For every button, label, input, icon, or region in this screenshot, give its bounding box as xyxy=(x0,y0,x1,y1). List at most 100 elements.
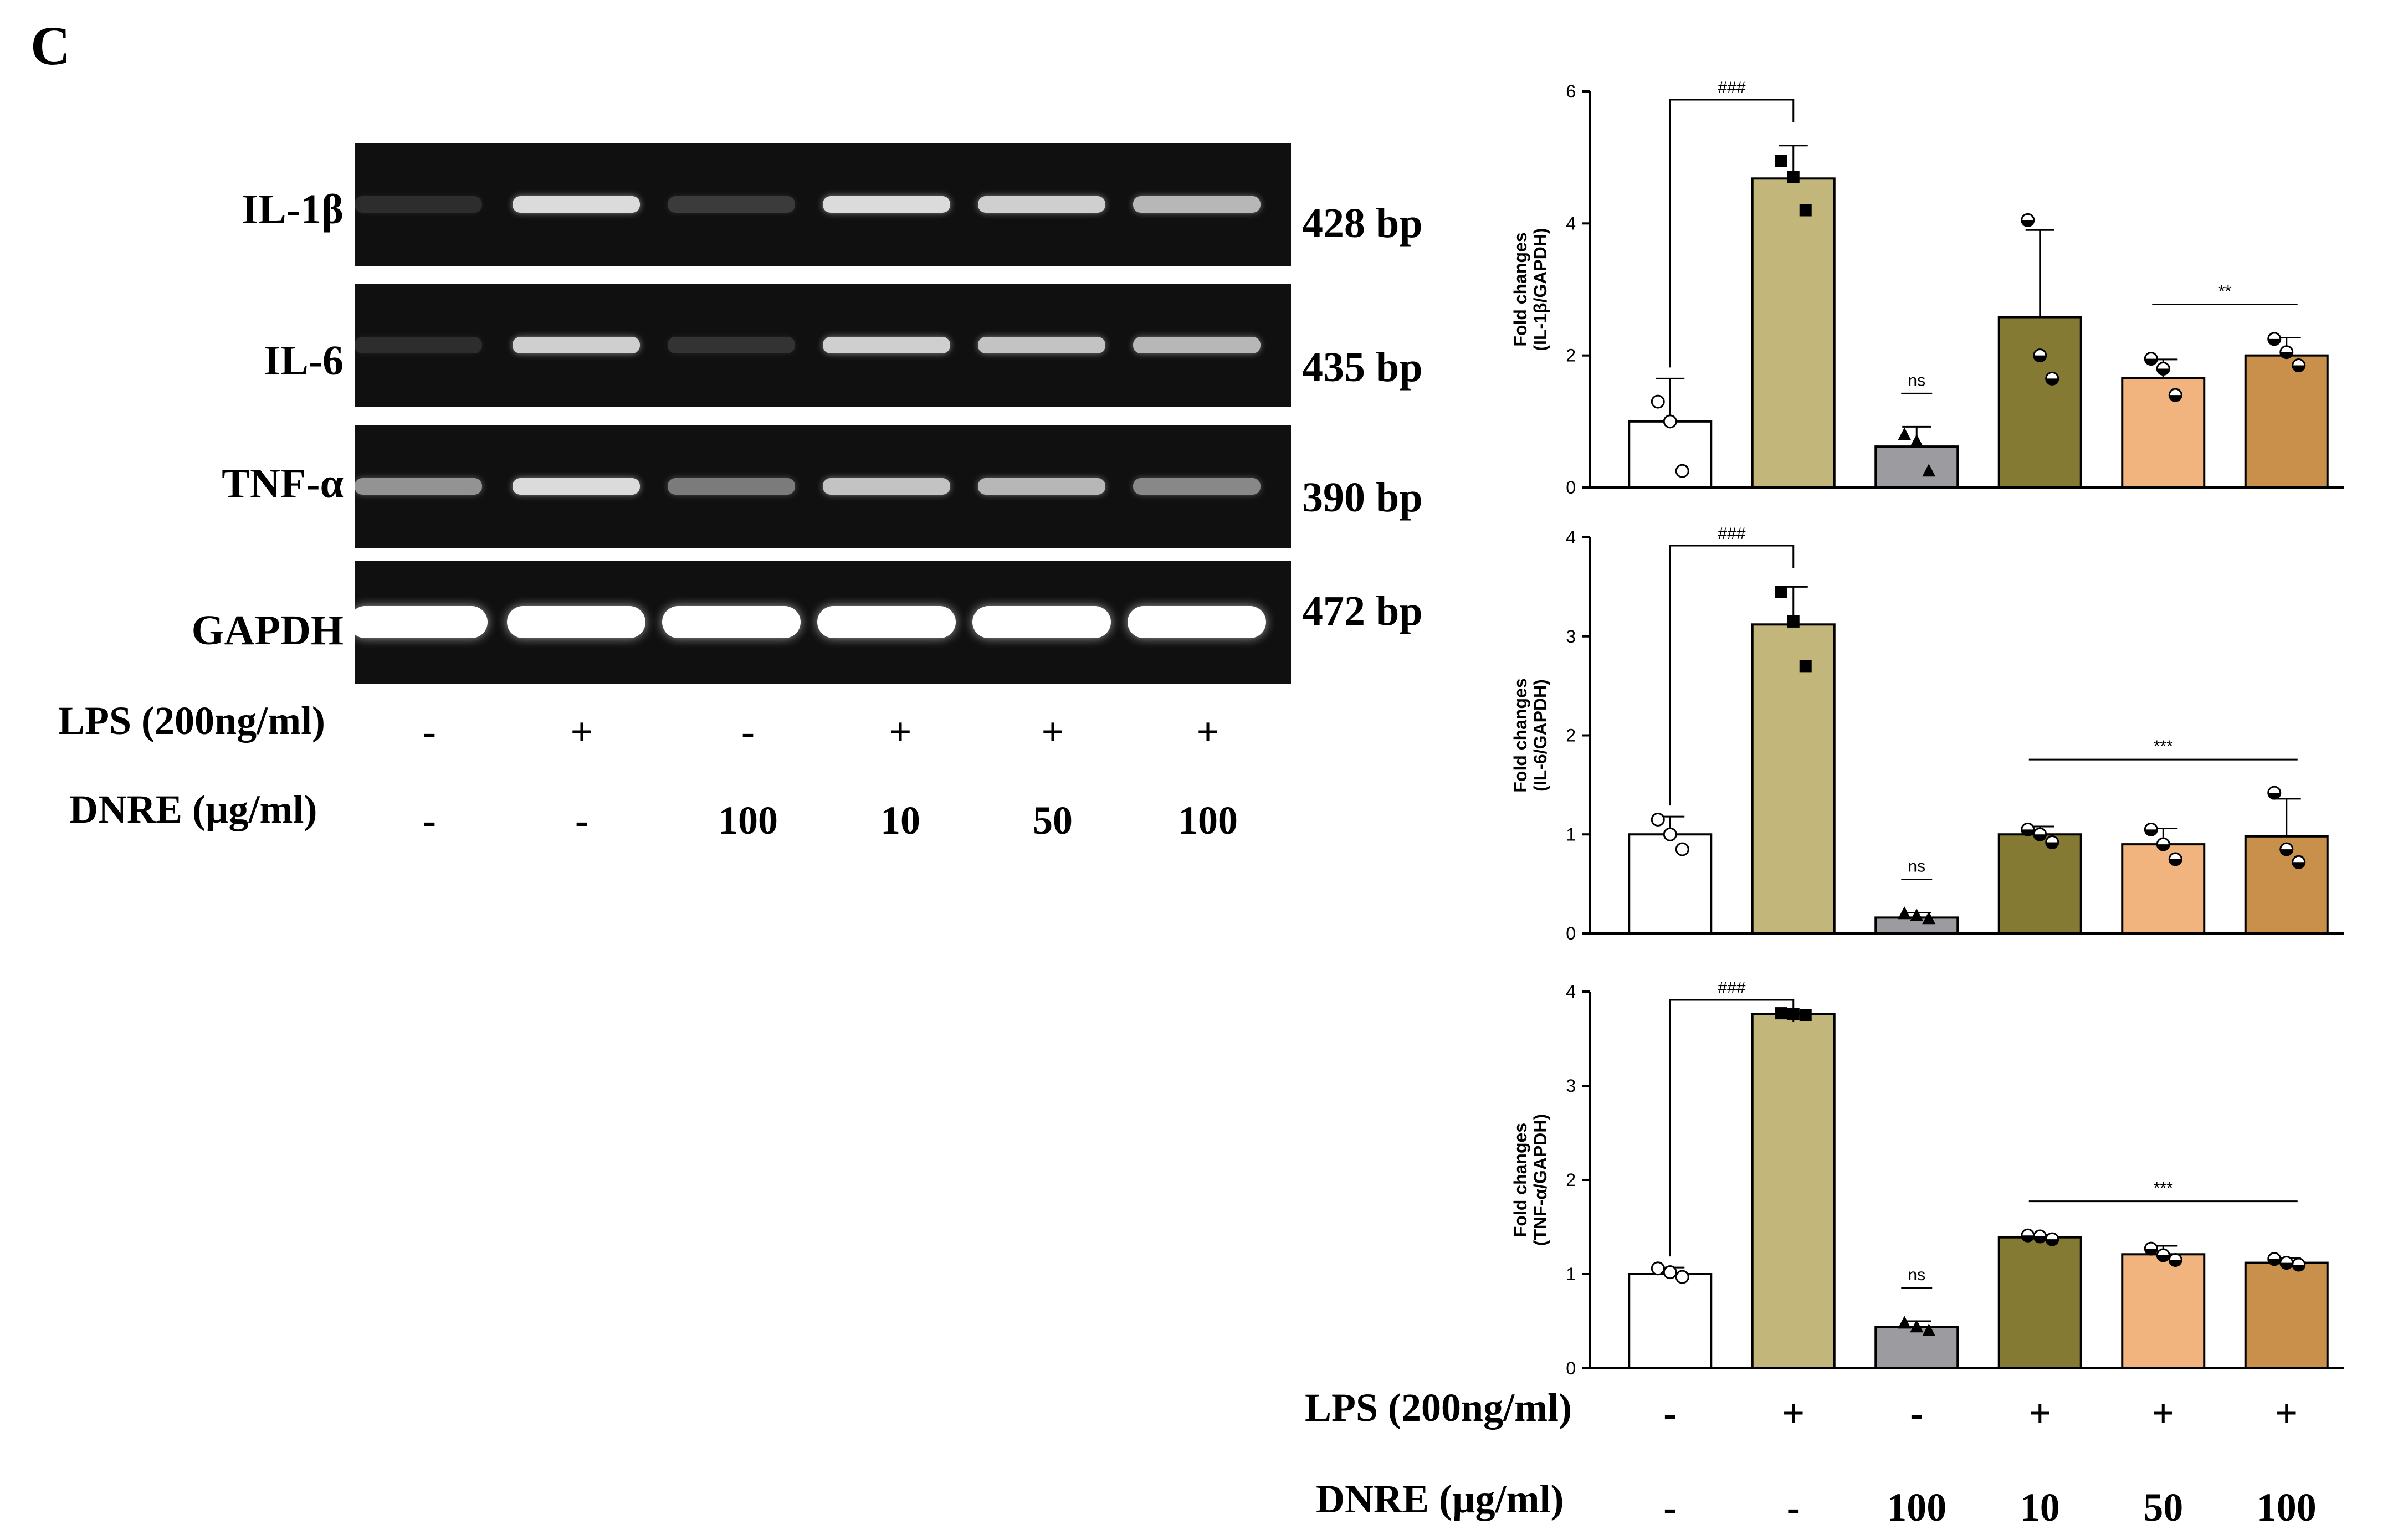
bar xyxy=(2121,1253,2206,1370)
gel-band xyxy=(1133,196,1261,213)
y-tick-label: 6 xyxy=(1566,81,1576,101)
gel-band xyxy=(507,606,645,638)
gel-lps-value: - xyxy=(423,710,436,754)
significance-bracket xyxy=(1669,545,1795,806)
gel-dnre-value: - xyxy=(575,798,588,843)
gel-band xyxy=(823,196,950,213)
chart-dnre-label: DNRE (µg/ml) xyxy=(1316,1477,1564,1521)
data-point-fill xyxy=(2157,368,2170,375)
y-tick-label: 2 xyxy=(1566,346,1576,366)
chart-lps-value: + xyxy=(2028,1391,2052,1435)
data-point xyxy=(1651,394,1665,409)
gel-band xyxy=(513,478,640,495)
gel-row-name: GAPDH xyxy=(191,607,344,654)
gel-row-bp: 435 bp xyxy=(1302,344,1423,391)
gel-band xyxy=(1133,478,1261,495)
data-point xyxy=(1922,1323,1936,1336)
chart-dnre-value: 100 xyxy=(2256,1485,2317,1529)
bar xyxy=(1874,445,1959,489)
gel-band xyxy=(355,478,482,495)
gel-dnre-value: 10 xyxy=(880,798,920,843)
gel-lps-value: - xyxy=(741,710,755,754)
data-point xyxy=(1898,1316,1912,1329)
y-axis-label: Fold changes(TNF-α/GAPDH) xyxy=(1510,1114,1550,1246)
chart-dnre-value: 100 xyxy=(1887,1485,1947,1529)
bar xyxy=(1997,1236,2082,1369)
gel-dnre-value: 100 xyxy=(1178,798,1238,843)
data-point-fill xyxy=(2046,1239,2058,1246)
y-tick-label: 4 xyxy=(1566,982,1576,1002)
gel-band xyxy=(978,337,1105,353)
data-point xyxy=(1651,1261,1665,1276)
gel-band xyxy=(978,478,1105,495)
y-tick-label: 4 xyxy=(1566,213,1576,233)
y-axis-label: Fold changes(IL-6/GAPDH) xyxy=(1510,678,1550,792)
data-point xyxy=(1675,464,1689,478)
gel-dnre-value: 50 xyxy=(1033,798,1073,843)
gel-band xyxy=(978,196,1105,213)
significance-label: ### xyxy=(1718,525,1745,543)
data-point xyxy=(1663,827,1677,841)
data-point-fill xyxy=(2268,338,2281,345)
gel-band xyxy=(668,337,795,353)
gel-band xyxy=(823,337,950,353)
bar xyxy=(1751,177,1836,489)
gel-lps-value: + xyxy=(570,710,593,754)
data-point xyxy=(1675,842,1689,856)
data-point-fill xyxy=(2169,859,2182,865)
gel-row xyxy=(349,561,1291,684)
bar xyxy=(1628,420,1713,489)
y-tick-label: 0 xyxy=(1566,1358,1576,1378)
gel-row-name: IL-6 xyxy=(264,337,344,384)
data-point xyxy=(1898,906,1912,920)
significance-label: *** xyxy=(2154,737,2173,756)
gel-band xyxy=(349,606,488,638)
gel-row xyxy=(355,143,1291,266)
gel-dnre-label: DNRE (µg/ml) xyxy=(69,787,317,831)
chart-lps-value: + xyxy=(1782,1391,1805,1435)
data-point-fill xyxy=(2046,842,2058,849)
data-point-fill xyxy=(2292,1265,2305,1271)
panel-label: C xyxy=(30,15,71,76)
chart-dnre-value: 10 xyxy=(2020,1485,2060,1529)
gel-band xyxy=(972,606,1111,638)
significance-label: ns xyxy=(1908,1266,1925,1284)
bar xyxy=(1997,833,2082,935)
data-point-fill xyxy=(2169,395,2182,402)
gel-row-bp: 472 bp xyxy=(1302,588,1423,634)
significance-label: ns xyxy=(1908,857,1925,875)
y-axis-label: Fold changes(IL-1β/GAPDH) xyxy=(1510,228,1550,351)
bar xyxy=(2244,354,2329,489)
y-tick-label: 1 xyxy=(1566,1264,1576,1284)
gel-row-bp: 428 bp xyxy=(1302,200,1423,247)
bar xyxy=(2121,377,2206,489)
data-point xyxy=(1663,414,1677,429)
gel-row xyxy=(355,425,1291,548)
chart-lps-label: LPS (200ng/ml) xyxy=(1305,1385,1572,1430)
data-point xyxy=(1787,615,1800,628)
bar xyxy=(1874,1326,1959,1369)
data-point xyxy=(1898,427,1912,440)
chart-lps-value: + xyxy=(2151,1391,2175,1435)
data-point-fill xyxy=(2145,358,2158,365)
data-point-fill xyxy=(2268,1259,2281,1265)
significance-label: ns xyxy=(1908,371,1925,389)
gel-dnre-value: 100 xyxy=(718,798,778,843)
significance-label: ### xyxy=(1718,79,1745,97)
gel-band xyxy=(1128,606,1266,638)
data-point-fill xyxy=(2021,220,2034,227)
bar xyxy=(1751,623,1836,935)
data-point-fill xyxy=(2280,849,2293,856)
data-point-fill xyxy=(2280,1262,2293,1269)
data-point xyxy=(1775,1007,1787,1020)
y-tick-label: 2 xyxy=(1566,726,1576,746)
data-point xyxy=(1799,1009,1812,1021)
data-point xyxy=(1910,1320,1924,1333)
gel-lps-value: + xyxy=(1041,710,1064,754)
y-tick-label: 3 xyxy=(1566,1076,1576,1096)
gel-lps-value: + xyxy=(889,710,912,754)
y-tick-label: 1 xyxy=(1566,824,1576,844)
data-point-fill xyxy=(2021,829,2034,836)
bar xyxy=(2244,1261,2329,1370)
gel-band xyxy=(668,478,795,495)
